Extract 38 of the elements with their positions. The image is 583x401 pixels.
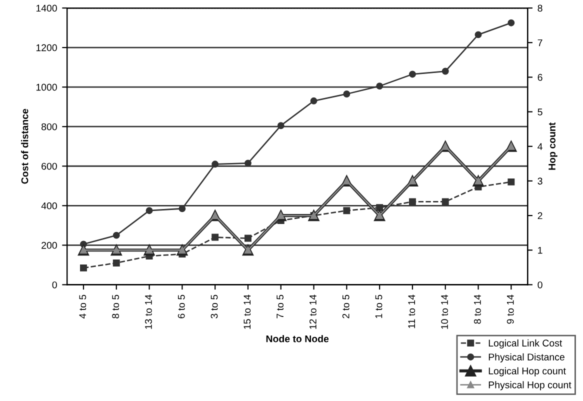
x-tick-label: 2 to 5 <box>342 294 350 318</box>
x-tick-label: 13 to 14 <box>145 294 152 329</box>
x-tick-label: 9 to 14 <box>506 294 514 324</box>
y2-tick-label: 8 <box>538 4 542 12</box>
legend-label: Physical Distance <box>488 353 564 362</box>
y2-axis-title: Hop count <box>548 122 558 170</box>
y2-tick-label: 1 <box>538 246 542 254</box>
y2-tick-label: 4 <box>538 143 542 150</box>
y2-tick-label: 6 <box>538 74 542 81</box>
x-tick-label: 4 to 5 <box>79 294 86 319</box>
x-axis-title: Node to Node <box>266 335 329 342</box>
y2-tick-label: 5 <box>538 108 542 116</box>
x-tick-label: 10 to 14 <box>441 294 448 329</box>
x-tick-label: 12 to 14 <box>310 294 316 329</box>
y-axis-title: Cost of distance <box>21 108 28 184</box>
legend-label: Logical Link Cost <box>488 339 562 348</box>
legend-label: Physical Hop count <box>488 381 572 390</box>
x-tick-label: 7 to 5 <box>276 294 284 318</box>
y2-tick-label: 0 <box>538 281 542 288</box>
y-tick-label: 400 <box>41 202 57 210</box>
x-tick-label: 1 to 5 <box>375 294 382 318</box>
x-tick-label: 15 to 14 <box>244 294 251 329</box>
x-tick-label: 3 to 5 <box>210 294 218 318</box>
y2-tick-label: 3 <box>538 178 542 185</box>
y-tick-label: 200 <box>42 242 57 249</box>
y-tick-label: 600 <box>42 162 57 170</box>
x-tick-label: 8 to 5 <box>112 294 119 318</box>
y-tick-label: 0 <box>52 281 57 288</box>
x-tick-label: 6 to 5 <box>178 294 185 318</box>
x-tick-label: 8 to 14 <box>474 294 481 324</box>
y-tick-label: 1400 <box>36 4 57 12</box>
y2-tick-label: 2 <box>538 212 542 220</box>
y-tick-label: 800 <box>42 123 57 130</box>
y-tick-label: 1200 <box>36 44 57 52</box>
x-tick-label: 11 to 14 <box>408 294 416 328</box>
y2-tick-label: 7 <box>538 39 542 46</box>
y-tick-label: 1000 <box>36 84 57 91</box>
legend-label: Logical Hop count <box>488 367 566 376</box>
